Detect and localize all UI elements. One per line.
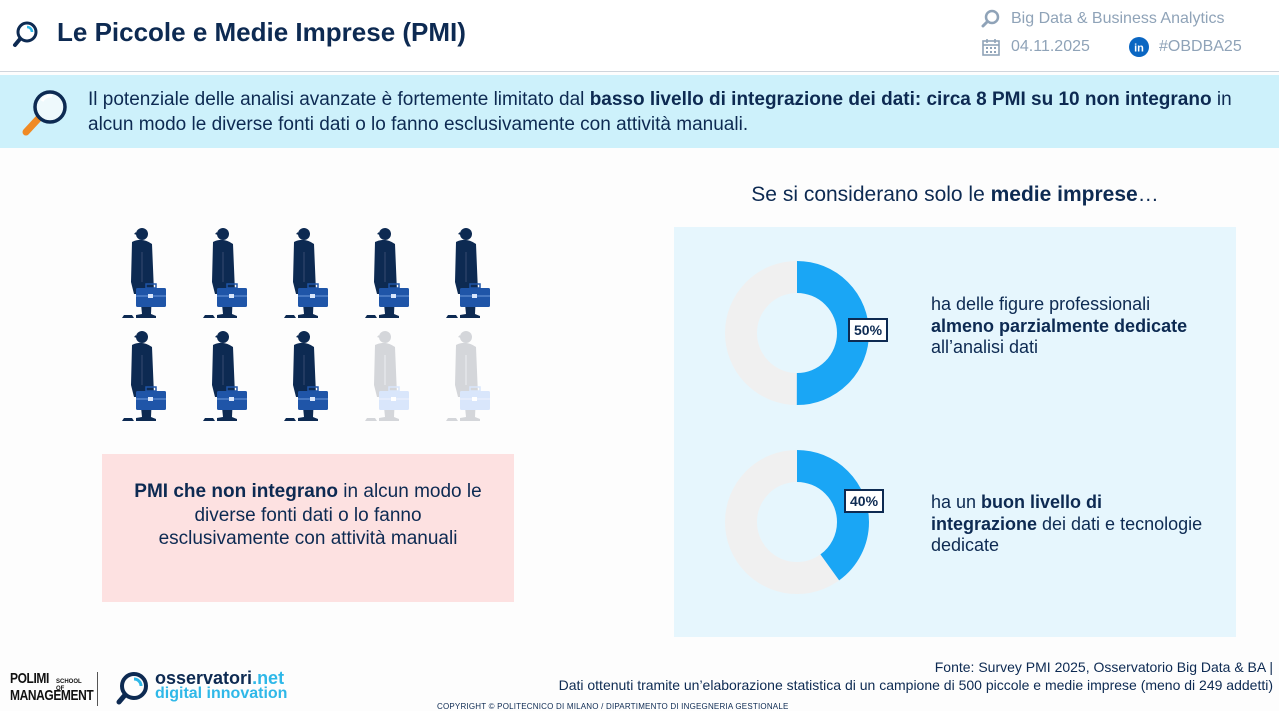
magnifier-icon — [22, 90, 67, 136]
source-note-line2: Dati ottenuti tramite un’elaborazione st… — [558, 677, 1273, 693]
stat-text-professional-figures: ha delle figure professionali almeno par… — [931, 294, 1188, 357]
calendar-icon — [982, 39, 1000, 56]
person-icon-highlighted — [280, 325, 336, 425]
hashtag-label[interactable]: in #OBDBA25 — [1129, 37, 1242, 57]
person-icon-highlighted — [442, 222, 498, 322]
search-icon — [981, 9, 1000, 28]
footer-divider — [97, 672, 98, 706]
stat-text-data-integration: ha un buon livello di integrazione dei d… — [931, 492, 1203, 555]
pictogram-caption: PMI che non integrano in alcun modo le d… — [134, 481, 482, 549]
person-icon-faded — [361, 325, 417, 425]
donut-value-label: 50% — [848, 318, 889, 342]
svg-text:in: in — [1134, 43, 1144, 55]
event-date: 04.11.2025 — [1011, 38, 1090, 55]
polimi-logo: POLIMI MANAGEMENT SCHOOL OF — [10, 670, 94, 704]
donut-chart-data-integration — [725, 450, 869, 594]
medium-firms-panel: 50% ha delle figure professionali almeno… — [674, 227, 1236, 637]
program-name: Big Data & Business Analytics — [1011, 10, 1225, 27]
header: Le Piccole e Medie Imprese (PMI) Big Dat… — [0, 0, 1279, 72]
person-icon-highlighted — [199, 222, 255, 322]
person-icon-faded — [442, 325, 498, 425]
person-icon-highlighted — [118, 222, 174, 322]
observatory-logo-icon — [13, 21, 38, 47]
osservatori-logo-icon — [116, 672, 148, 705]
donut-value-segment — [725, 450, 869, 594]
person-icon-highlighted — [118, 325, 174, 425]
banner-text: Il potenziale delle analisi avanzate è f… — [88, 89, 1232, 135]
osservatori-logo-subtitle: digital innovation — [155, 685, 288, 702]
program-label: Big Data & Business Analytics — [981, 9, 1224, 29]
medium-firms-heading: Se si considerano solo le medie imprese… — [751, 183, 1159, 206]
source-note-line1: Fonte: Survey PMI 2025, Osservatorio Big… — [934, 659, 1273, 675]
linkedin-icon: in — [1129, 37, 1149, 57]
banner-text-highlight: basso livello di integrazione dei dati: … — [589, 89, 1212, 110]
key-insight-banner: Il potenziale delle analisi avanzate è f… — [0, 75, 1279, 148]
person-icon-highlighted — [280, 222, 336, 322]
page-title: Le Piccole e Medie Imprese (PMI) — [57, 17, 466, 47]
people-pictogram — [118, 222, 498, 432]
osservatori-logo-text: osservatori.net — [155, 668, 285, 688]
person-icon-highlighted — [361, 222, 417, 322]
date-label: 04.11.2025 — [981, 37, 1090, 57]
person-icon-highlighted — [199, 325, 255, 425]
pictogram-caption-box: PMI che non integrano in alcun modo le d… — [102, 454, 514, 602]
copyright-note: COPYRIGHT © POLITECNICO DI MILANO / DIPA… — [437, 702, 789, 711]
hashtag: #OBDBA25 — [1159, 38, 1242, 55]
donut-value-label: 40% — [844, 489, 885, 513]
